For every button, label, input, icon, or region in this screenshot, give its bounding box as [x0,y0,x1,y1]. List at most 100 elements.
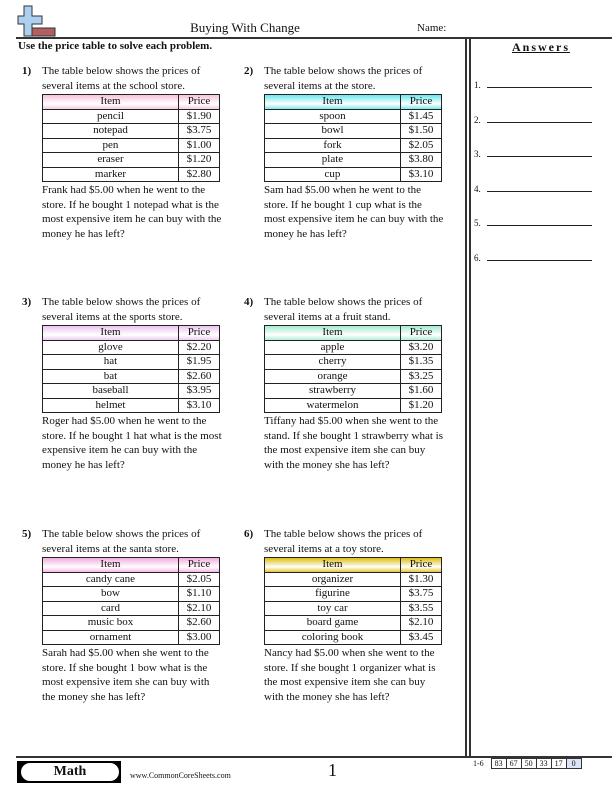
price-cell: $2.05 [400,137,442,153]
table-row: cup $3.10 [264,166,442,182]
table-row: coloring book $3.45 [264,629,442,645]
item-cell: figurine [264,586,401,602]
answer-blank[interactable] [486,190,592,192]
problem-6: 6) The table below shows the prices of s… [244,527,444,704]
price-header: Price [400,94,442,110]
answer-line-6[interactable]: 6. [474,253,594,263]
answer-line-1[interactable]: 1. [474,80,594,90]
table-header: Item Price [42,325,220,341]
item-cell: pencil [42,108,179,124]
problem-intro: The table below shows the prices of seve… [42,528,201,555]
problem-number: 5) [22,528,32,540]
item-cell: orange [264,368,401,384]
problem-1: 1) The table below shows the prices of s… [22,64,222,241]
table-row: bat $2.60 [42,368,220,384]
price-cell: $1.45 [400,108,442,124]
answer-blank[interactable] [486,121,592,123]
subject-badge: Math [17,761,121,783]
item-cell: baseball [42,383,179,399]
table-row: ornament $3.00 [42,629,220,645]
answers-title: Answers [512,40,570,54]
price-cell: $1.90 [178,108,220,124]
item-header: Item [264,94,401,110]
price-cell: $1.00 [178,137,220,153]
table-row: notepad $3.75 [42,123,220,139]
score-box: 0 [565,758,582,769]
answer-blank[interactable] [486,87,592,88]
answer-line-4[interactable]: 4. [474,184,594,194]
problem-number: 6) [244,528,254,540]
price-cell: $3.10 [178,397,220,413]
page-number: 1 [328,760,337,780]
price-cell: $3.25 [400,368,442,384]
answer-line-3[interactable]: 3. [474,149,594,159]
table-row: watermelon $1.20 [264,397,442,413]
table-header: Item Price [42,557,220,573]
table-row: plate $3.80 [264,152,442,168]
score-box: 67 [505,758,522,769]
score-box: 50 [520,758,537,769]
price-header: Price [178,325,220,341]
item-cell: card [42,600,179,616]
answer-line-2[interactable]: 2. [474,115,594,125]
instructions: Use the price table to solve each proble… [18,40,213,52]
score-box: 83 [490,758,507,769]
item-cell: board game [264,615,401,631]
answer-label: 6. [474,252,481,263]
table-header: Item Price [42,94,220,110]
item-cell: ornament [42,629,179,645]
answer-blank[interactable] [486,156,592,157]
price-cell: $3.80 [400,152,442,168]
price-cell: $1.95 [178,354,220,370]
price-cell: $3.75 [400,586,442,602]
problem-4: 4) The table below shows the prices of s… [244,295,444,472]
problem-question: Sam had $5.00 when he went to the store.… [264,184,444,240]
table-header: Item Price [264,325,442,341]
problem-number: 2) [244,65,254,77]
price-header: Price [178,94,220,110]
problem-number: 1) [22,65,32,77]
price-table: Item Price spoon $1.45 bowl $1.50 fork $2.05 pla… [264,94,442,182]
price-table: Item Price candy cane $2.05 bow $1.10 card $2.1… [42,557,220,645]
item-header: Item [264,325,401,341]
item-cell: notepad [42,123,179,139]
price-cell: $3.55 [400,600,442,616]
table-row: card $2.10 [42,600,220,616]
price-cell: $3.45 [400,629,442,645]
item-cell: bat [42,368,179,384]
problem-5: 5) The table below shows the prices of s… [22,527,222,704]
item-header: Item [264,557,401,573]
table-row: helmet $3.10 [42,397,220,413]
item-cell: glove [42,339,179,355]
price-cell: $2.60 [178,615,220,631]
item-header: Item [42,557,179,573]
table-row: pen $1.00 [42,137,220,153]
price-cell: $2.60 [178,368,220,384]
item-cell: hat [42,354,179,370]
item-cell: eraser [42,152,179,168]
problem-question: Roger had $5.00 when he went to the stor… [42,415,222,471]
answer-blank[interactable] [486,225,592,226]
price-cell: $1.20 [178,152,220,168]
problem-question: Nancy had $5.00 when she went to the sto… [264,647,436,703]
table-row: board game $2.10 [264,615,442,631]
item-header: Item [42,94,179,110]
table-header: Item Price [264,94,442,110]
logo-plus-icon [17,5,56,37]
answer-line-5[interactable]: 5. [474,218,594,228]
table-row: eraser $1.20 [42,152,220,168]
problem-intro: The table below shows the prices of seve… [264,296,423,323]
price-cell: $3.10 [400,166,442,182]
answer-blank[interactable] [486,259,592,261]
item-cell: pen [42,137,179,153]
table-row: fork $2.05 [264,137,442,153]
item-cell: organizer [264,571,401,587]
item-cell: fork [264,137,401,153]
table-row: glove $2.20 [42,339,220,355]
item-cell: watermelon [264,397,401,413]
price-cell: $2.10 [178,600,220,616]
answer-label: 3. [474,149,481,159]
item-cell: candy cane [42,571,179,587]
item-cell: toy car [264,600,401,616]
